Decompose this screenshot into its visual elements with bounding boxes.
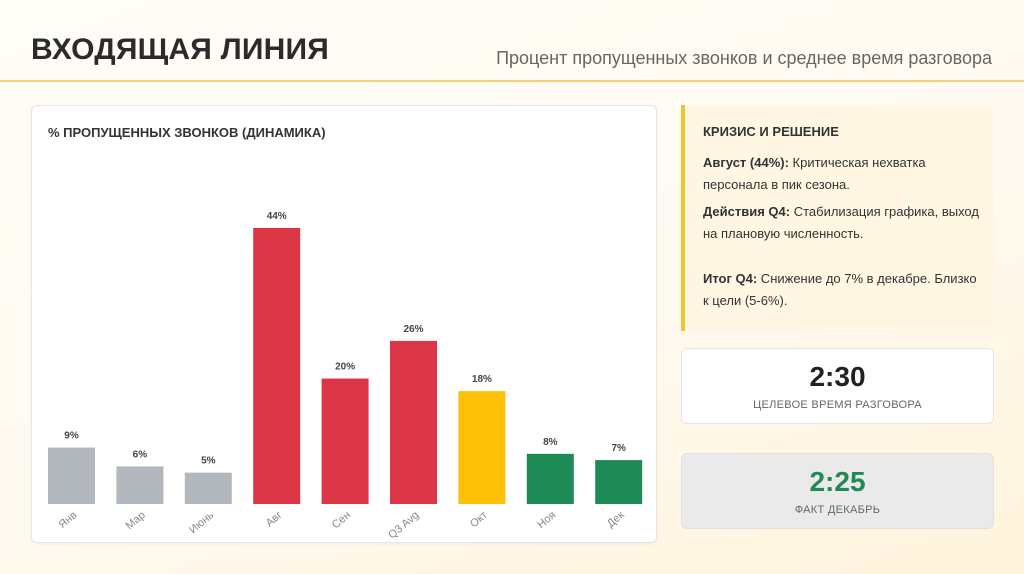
page-title: ВХОДЯЩАЯ ЛИНИЯ: [31, 33, 329, 66]
bar-value-label-7: 8%: [543, 437, 558, 448]
chart-card: % ПРОПУЩЕННЫХ ЗВОНКОВ (ДИНАМИКА) 9% Янв 6%…: [31, 105, 657, 543]
crisis-result: Итог Q4: Снижение до 7% в декабре. Близк…: [703, 268, 985, 312]
page-subtitle: Процент пропущенных звонков и среднее вр…: [496, 48, 992, 68]
bar-chart: 9% Янв 6% Мар 5% Июнь 44% Авг 20% Сен 26% Q3 Avg 18%…: [48, 211, 643, 541]
x-tick-label-6: Окт: [468, 509, 490, 530]
bar-value-label-8: 7%: [611, 443, 626, 454]
target-talk-time-value: 2:30: [809, 361, 866, 392]
bar-1: [116, 466, 164, 504]
bar-value-label-0: 9%: [64, 431, 79, 442]
actual-december-label: ФАКТ ДЕКАБРЬ: [794, 504, 881, 516]
bar-value-label-2: 5%: [201, 456, 216, 467]
bar-5: [390, 340, 437, 504]
crisis-actions-text: Стабилизация графика, выход на плановую …: [703, 204, 979, 241]
x-tick-label-7: Ноя: [535, 509, 558, 531]
x-tick-label-1: Мар: [124, 509, 148, 532]
x-tick-label-4: Сен: [330, 509, 353, 531]
actual-december-card: 2:25 ФАКТ ДЕКАБРЬ: [681, 453, 994, 529]
bar-value-label-1: 6%: [133, 449, 148, 460]
bar-4: [321, 378, 369, 504]
crisis-card: КРИЗИС И РЕШЕНИЕ Август (44%): Критическ…: [681, 105, 994, 331]
bar-2: [184, 472, 232, 504]
crisis-august-label: Август (44%):: [703, 155, 789, 170]
crisis-result-label: Итог Q4:: [703, 271, 758, 286]
crisis-title: КРИЗИС И РЕШЕНИЕ: [703, 124, 839, 139]
crisis-actions-label: Действия Q4:: [703, 204, 791, 219]
bar-6: [458, 391, 506, 504]
actual-december-value: 2:25: [809, 466, 866, 497]
bar-7: [526, 453, 574, 504]
x-tick-label-8: Дек: [605, 509, 627, 530]
crisis-august-text: Критическая нехватка персонала в пик сез…: [703, 155, 926, 192]
bar-value-label-5: 26%: [403, 324, 423, 335]
bar-3: [253, 228, 301, 504]
x-tick-label-2: Июнь: [187, 509, 216, 536]
chart-title: % ПРОПУЩЕННЫХ ЗВОНКОВ (ДИНАМИКА): [48, 125, 326, 140]
bar-0: [48, 447, 95, 504]
x-tick-label-3: Авг: [264, 509, 285, 529]
crisis-result-text: Снижение до 7% в декабре. Близко к цели …: [703, 271, 977, 308]
header: ВХОДЯЩАЯ ЛИНИЯ Процент пропущенных звонк…: [0, 0, 1024, 82]
x-tick-label-5: Q3 Avg: [386, 509, 421, 541]
bar-value-label-6: 18%: [472, 374, 492, 385]
bar-8: [595, 460, 643, 504]
crisis-actions: Действия Q4: Стабилизация графика, выход…: [703, 201, 985, 245]
target-talk-time-label: ЦЕЛЕВОЕ ВРЕМЯ РАЗГОВОРА: [753, 399, 922, 411]
bar-value-label-4: 20%: [335, 362, 355, 373]
target-talk-time-card: 2:30 ЦЕЛЕВОЕ ВРЕМЯ РАЗГОВОРА: [681, 348, 994, 424]
bar-value-label-3: 44%: [267, 211, 287, 222]
crisis-august: Август (44%): Критическая нехватка персо…: [703, 152, 985, 196]
x-tick-label-0: Янв: [56, 509, 79, 531]
